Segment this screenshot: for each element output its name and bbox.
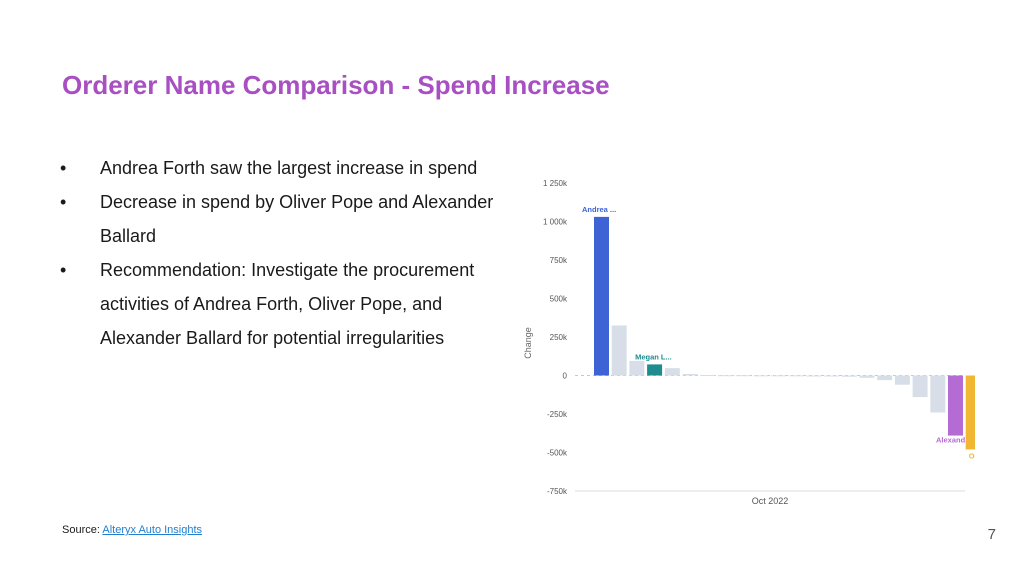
y-tick-label: 250k <box>550 333 568 342</box>
y-tick-label: 500k <box>550 295 568 304</box>
bar-label: Alexand... <box>936 436 971 445</box>
y-tick-label: 750k <box>550 256 568 265</box>
chart-bar <box>735 375 751 377</box>
chart-bar <box>841 375 857 377</box>
bullet-text: Decrease in spend by Oliver Pope and Ale… <box>100 192 494 246</box>
y-tick-label: 0 <box>563 372 568 381</box>
chart-bar <box>682 373 698 376</box>
y-tick-label: 1 250k <box>543 179 568 188</box>
chart-bar <box>859 375 875 378</box>
chart-bar <box>930 375 946 413</box>
source-line: Source: Alteryx Auto Insights <box>62 524 202 536</box>
bullet-list: • Andrea Forth saw the largest increase … <box>60 151 510 355</box>
chart-bar <box>912 375 928 398</box>
chart-bar <box>629 360 645 376</box>
y-tick-label: -250k <box>547 410 568 419</box>
chart-bar <box>788 375 804 377</box>
chart-bar <box>877 375 893 381</box>
bar-label: Andrea ... <box>582 205 616 214</box>
chart-bar <box>700 375 716 377</box>
chart-bar <box>594 216 609 376</box>
change-bar-chart: 1 250k 1 000k 750k 500k 250k 0 -250k -500k -750k… <box>523 179 975 506</box>
chart-bar <box>771 375 786 377</box>
bullet-item: • Recommendation: Investigate the procur… <box>60 253 510 355</box>
chart-bar <box>717 375 733 377</box>
source-label: Source: <box>62 524 100 536</box>
chart-bar <box>647 364 663 376</box>
chart-bar <box>948 375 963 436</box>
chart-bar <box>824 375 840 377</box>
y-tick-label: 1 000k <box>543 218 568 227</box>
chart-bar <box>664 368 680 376</box>
chart-bar <box>894 375 910 385</box>
bullet-text: Andrea Forth saw the largest increase in… <box>100 158 478 178</box>
bullet-symbol: • <box>60 158 67 178</box>
bullet-symbol: • <box>60 192 67 212</box>
bullet-item: • Andrea Forth saw the largest increase … <box>60 151 510 185</box>
y-tick-label: -750k <box>547 487 568 496</box>
chart-bar <box>806 375 822 377</box>
page-number: 7 <box>987 526 996 543</box>
bullet-text: Recommendation: Investigate the procurem… <box>100 260 475 348</box>
slide-title: Orderer Name Comparison - Spend Increase <box>62 70 610 100</box>
y-tick-label: -500k <box>547 449 568 458</box>
bullet-symbol: • <box>60 260 67 280</box>
chart-bar <box>753 375 769 377</box>
bar-label: Oliver P... <box>969 451 975 460</box>
chart-bar <box>965 375 975 450</box>
bullet-item: • Decrease in spend by Oliver Pope and A… <box>60 185 510 253</box>
y-axis-title: Change <box>523 327 533 359</box>
source-link[interactable]: Alteryx Auto Insights <box>102 524 203 536</box>
x-axis-label: Oct 2022 <box>752 496 789 506</box>
chart-bar <box>611 325 627 376</box>
bar-label: Megan L... <box>635 352 672 361</box>
